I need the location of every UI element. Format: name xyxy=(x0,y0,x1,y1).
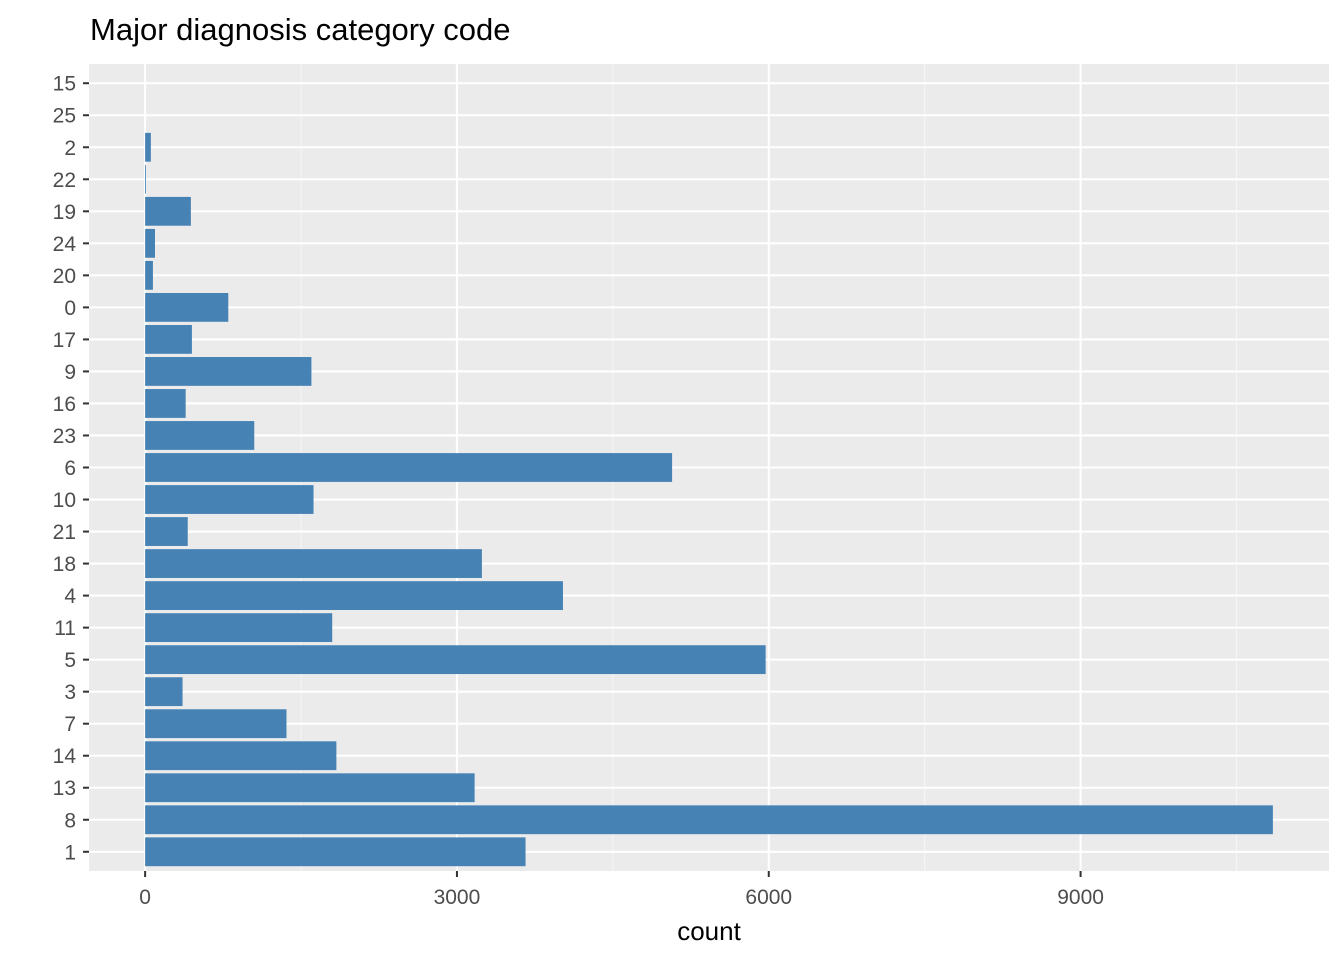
y-tick-label: 17 xyxy=(53,329,76,352)
x-tick-label: 6000 xyxy=(745,886,792,909)
y-tick-label: 15 xyxy=(53,73,76,96)
y-tick-label: 19 xyxy=(53,201,76,224)
y-tick-label: 20 xyxy=(53,265,76,288)
bar-17 xyxy=(145,324,192,354)
bar-21 xyxy=(145,517,188,546)
bar-18 xyxy=(145,549,482,578)
y-tick-label: 23 xyxy=(53,425,76,448)
bar-4 xyxy=(145,581,563,611)
bar-11 xyxy=(145,613,333,643)
y-tick-label: 24 xyxy=(53,233,77,256)
x-tick-label: 9000 xyxy=(1057,886,1104,909)
y-tick-label: 10 xyxy=(53,489,76,512)
bar-3 xyxy=(145,677,183,707)
bar-24 xyxy=(145,228,156,258)
y-tick-label: 1 xyxy=(64,841,76,864)
bar-22 xyxy=(145,164,146,194)
bar-6 xyxy=(145,453,673,482)
y-tick-label: 8 xyxy=(64,809,76,832)
bar-5 xyxy=(145,645,766,675)
x-tick-label: 0 xyxy=(139,886,151,909)
x-axis: 0 3000 6000 9000 xyxy=(139,871,1104,909)
bar-7 xyxy=(145,709,287,739)
y-tick-label: 2 xyxy=(64,137,76,160)
bar-2 xyxy=(145,132,151,162)
bar-19 xyxy=(145,196,191,226)
y-tick-label: 21 xyxy=(53,521,76,544)
bar-16 xyxy=(145,389,186,418)
y-tick-label: 22 xyxy=(53,169,76,192)
bar-23 xyxy=(145,421,255,450)
bar-10 xyxy=(145,485,314,514)
y-tick-label: 25 xyxy=(53,105,76,128)
bars xyxy=(145,132,1273,867)
grid-lines xyxy=(89,64,1329,871)
y-tick-label: 7 xyxy=(64,713,76,736)
chart-title: Major diagnosis category code xyxy=(90,12,510,47)
bar-9 xyxy=(145,357,312,386)
bar-13 xyxy=(145,773,475,803)
x-tick-label: 3000 xyxy=(434,886,481,909)
bar-1 xyxy=(145,837,526,867)
y-tick-label: 13 xyxy=(53,777,76,800)
bar-20 xyxy=(145,260,153,290)
y-tick-label: 0 xyxy=(64,297,76,320)
bar-8 xyxy=(145,805,1273,835)
y-tick-label: 18 xyxy=(53,553,76,576)
y-tick-label: 4 xyxy=(64,585,76,608)
bar-14 xyxy=(145,741,337,771)
y-tick-label: 16 xyxy=(53,393,76,416)
y-tick-label: 11 xyxy=(54,617,76,640)
y-tick-label: 3 xyxy=(64,681,76,704)
bar-0 xyxy=(145,292,229,322)
y-tick-label: 14 xyxy=(53,745,77,768)
y-tick-label: 5 xyxy=(64,649,76,672)
y-tick-label: 9 xyxy=(64,361,76,384)
y-tick-label: 6 xyxy=(64,457,76,480)
x-axis-title: count xyxy=(677,916,741,946)
